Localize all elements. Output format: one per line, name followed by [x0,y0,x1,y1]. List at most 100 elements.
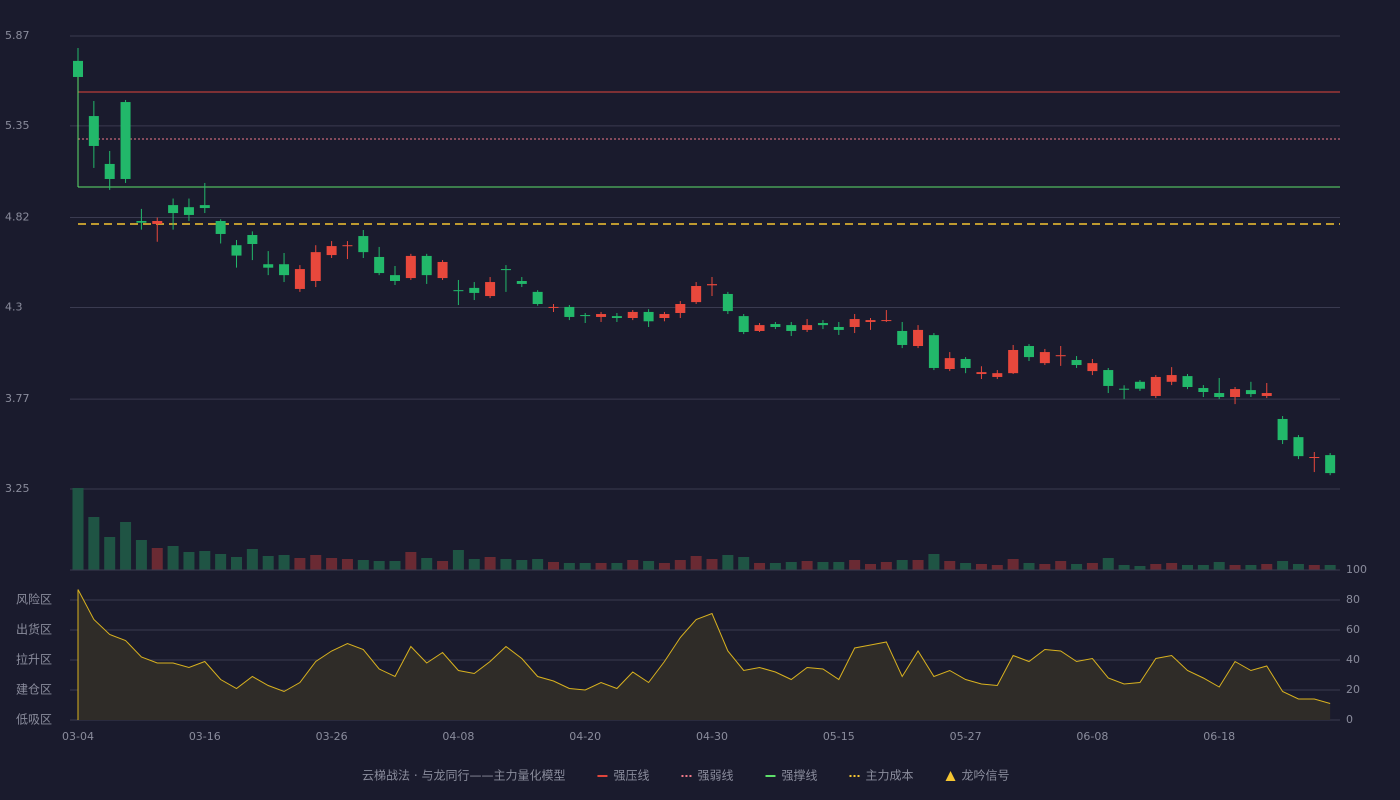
y-tick-label: 5.35 [5,119,30,132]
candle-body [548,306,559,308]
volume-bar [183,552,195,570]
volume-bar [341,559,353,570]
candle-body [1087,363,1098,372]
x-tick-label: 03-04 [62,730,94,743]
volume-bar [1277,561,1289,570]
y-tick-label: 3.25 [5,482,30,495]
candle-body [120,102,131,179]
volume-bar [563,563,575,570]
volume-bar [960,563,972,570]
candle-body [73,60,83,77]
candle-body [1024,346,1034,358]
candle-body [564,306,575,317]
candle-body [596,314,607,317]
volume-bar [326,558,338,570]
volume-bar [1023,563,1035,570]
candle-body [928,335,939,368]
candle-body [1055,355,1066,357]
candle-body [231,245,242,256]
candle-body [817,323,828,326]
zone-label: 拉升区 [16,652,52,667]
candle-body [405,255,416,279]
volume-bar [738,557,750,570]
volume-bar [72,488,84,570]
y-tick-label: 4.82 [5,211,30,224]
y-tick-label: 80 [1346,593,1360,606]
volume-bar [1213,562,1225,570]
volume-bar [1245,565,1257,570]
volume-bar [310,555,322,570]
candle-body [944,358,955,370]
candle-body [500,269,511,271]
x-tick-label: 04-20 [569,730,601,743]
candle-body [310,252,321,282]
candle-body [865,320,876,322]
candle-body [786,325,797,331]
indicator-line [77,589,1331,704]
candle-body [199,205,210,209]
x-tick-label: 04-08 [442,730,474,743]
candle-body [136,221,147,223]
candle-body [263,264,274,268]
legend-entry: 强压线 [613,769,649,783]
candle-body [833,326,844,330]
volume-bar [817,562,829,570]
volume-bar [1197,565,1209,570]
volume-bar [484,557,496,570]
volume-bar [421,558,433,570]
y-tick-label: 0 [1346,713,1353,726]
x-tick-label: 06-08 [1076,730,1108,743]
candle-body [849,319,860,327]
candle-body [390,275,400,282]
x-tick-label: 03-26 [316,730,348,743]
legend-entry: 龙吟信号 [962,768,1010,783]
candle-body [1071,360,1082,366]
candle-body [881,320,892,322]
volume-bar [801,561,813,570]
legend-marker [945,771,956,781]
candle-body [643,311,654,322]
zone-label: 低吸区 [16,713,52,727]
candle-body [960,358,971,368]
candle-body [1103,370,1114,386]
volume-bar [262,556,274,570]
volume-bar [896,560,908,570]
candle-body [1150,376,1161,396]
volume-bar [991,565,1003,570]
indicator-area [78,589,1331,720]
volume-bar [532,559,544,570]
volume-bar [294,558,306,570]
volume-bar [944,561,956,570]
volume-bar [1229,565,1241,570]
candle-body [770,324,781,327]
volume-bar [1308,565,1320,570]
candle-body [1039,352,1050,364]
candle-body [1230,389,1241,398]
volume-bar [215,554,227,570]
volume-bar [1261,564,1273,570]
candle-body [152,221,163,224]
candle-body [1214,393,1225,398]
legend-title: 云梯战法 · 与龙同行——主力量化模型 [362,769,565,783]
candle-body [691,286,702,303]
x-tick-label: 05-15 [823,730,855,743]
volume-bar [405,552,417,570]
candle-body [611,316,622,319]
volume-bar [975,564,987,570]
candle-body [183,207,194,215]
candle-body [976,372,987,375]
volume-bar [437,561,449,570]
legend-entry: 强撑线 [781,768,817,783]
candle-body [580,315,591,317]
zone-label: 建仓区 [16,683,52,697]
volume-bar [785,562,797,570]
volume-bar [1134,566,1146,570]
candle-body [1166,375,1177,382]
volume-bar [1292,564,1304,570]
volume-bar [373,561,385,570]
candle-body [88,116,99,146]
volume-bar [658,563,670,570]
volume-bar [104,537,116,570]
candle-body [168,205,179,214]
volume-bar [1055,561,1067,570]
